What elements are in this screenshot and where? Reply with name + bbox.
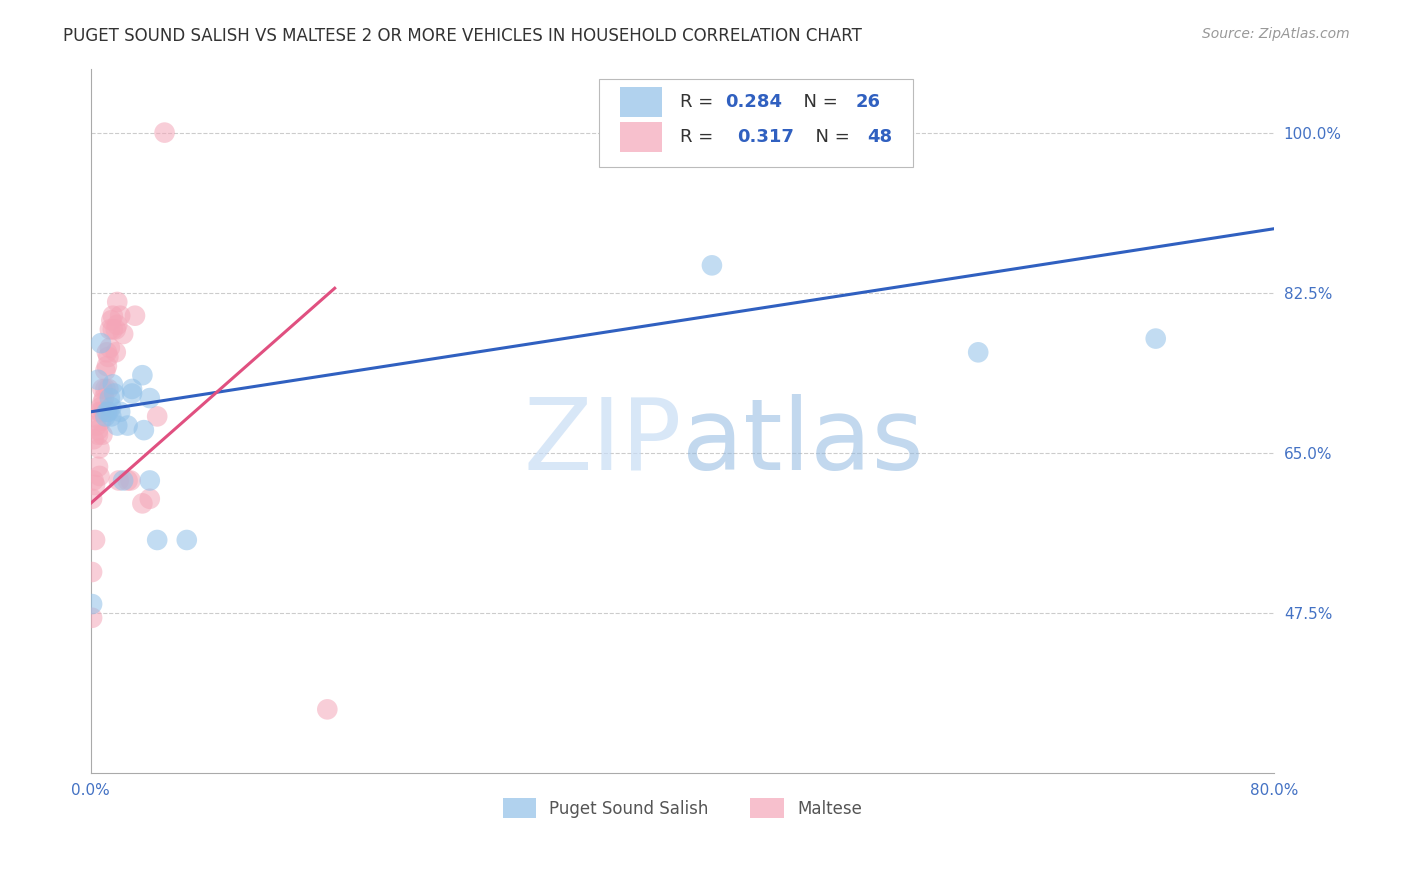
Point bbox=[96, 359, 118, 373]
Point bbox=[146, 533, 169, 547]
Point bbox=[89, 405, 111, 419]
Text: N =: N = bbox=[804, 128, 856, 145]
Point bbox=[90, 401, 112, 415]
Point bbox=[105, 318, 128, 332]
Point bbox=[93, 405, 115, 419]
Point bbox=[82, 597, 104, 611]
FancyBboxPatch shape bbox=[599, 79, 912, 167]
Point bbox=[139, 391, 162, 405]
Point bbox=[91, 427, 114, 442]
Point bbox=[101, 377, 124, 392]
Text: R =: R = bbox=[681, 93, 718, 111]
Point bbox=[104, 322, 127, 336]
Point bbox=[89, 469, 111, 483]
Legend: Puget Sound Salish, Maltese: Puget Sound Salish, Maltese bbox=[496, 791, 869, 825]
Point bbox=[90, 405, 112, 419]
Point bbox=[98, 341, 121, 355]
Point bbox=[86, 418, 108, 433]
Point bbox=[94, 409, 117, 424]
Point bbox=[153, 126, 176, 140]
Point bbox=[108, 309, 131, 323]
Point bbox=[139, 474, 162, 488]
Text: ZIP: ZIP bbox=[524, 393, 682, 491]
Point bbox=[87, 459, 110, 474]
Point bbox=[121, 382, 143, 396]
Point bbox=[97, 382, 120, 396]
Point bbox=[117, 474, 139, 488]
Text: 0.317: 0.317 bbox=[737, 128, 793, 145]
Point bbox=[84, 478, 107, 492]
Point bbox=[117, 418, 139, 433]
Point bbox=[105, 295, 128, 310]
Point bbox=[96, 405, 118, 419]
Point bbox=[83, 474, 105, 488]
Point bbox=[82, 565, 104, 579]
Point bbox=[101, 322, 124, 336]
Point bbox=[700, 258, 723, 272]
Point bbox=[83, 432, 105, 446]
Point bbox=[112, 474, 135, 488]
Point bbox=[84, 533, 107, 547]
Point bbox=[98, 391, 121, 405]
Point bbox=[87, 373, 110, 387]
Point bbox=[1144, 332, 1167, 346]
Point bbox=[93, 391, 115, 405]
Point bbox=[104, 345, 127, 359]
Point bbox=[146, 409, 169, 424]
Text: Source: ZipAtlas.com: Source: ZipAtlas.com bbox=[1202, 27, 1350, 41]
Point bbox=[131, 368, 153, 383]
Point bbox=[97, 350, 120, 364]
Point bbox=[100, 409, 122, 424]
Point bbox=[94, 382, 117, 396]
Point bbox=[967, 345, 990, 359]
Point bbox=[82, 611, 104, 625]
FancyBboxPatch shape bbox=[620, 122, 662, 152]
Point bbox=[94, 363, 117, 377]
Text: N =: N = bbox=[793, 93, 844, 111]
Text: 0.284: 0.284 bbox=[725, 93, 782, 111]
Point bbox=[98, 322, 121, 336]
Text: atlas: atlas bbox=[682, 393, 924, 491]
Point bbox=[97, 405, 120, 419]
Text: 48: 48 bbox=[868, 128, 891, 145]
Point bbox=[112, 326, 135, 341]
Point bbox=[100, 313, 122, 327]
Point bbox=[120, 474, 142, 488]
Point bbox=[90, 336, 112, 351]
Point bbox=[132, 423, 155, 437]
Point bbox=[176, 533, 198, 547]
Point bbox=[131, 496, 153, 510]
Point bbox=[100, 401, 122, 415]
Point bbox=[121, 386, 143, 401]
Point bbox=[103, 386, 125, 401]
Point bbox=[82, 491, 104, 506]
Point bbox=[91, 382, 114, 396]
Point bbox=[108, 405, 131, 419]
Point bbox=[139, 491, 162, 506]
Point bbox=[101, 309, 124, 323]
Point bbox=[107, 474, 129, 488]
Point bbox=[105, 418, 128, 433]
Point bbox=[316, 702, 339, 716]
Point bbox=[124, 309, 146, 323]
Point bbox=[87, 427, 110, 442]
Text: 26: 26 bbox=[855, 93, 880, 111]
Point bbox=[96, 345, 118, 359]
FancyBboxPatch shape bbox=[620, 87, 662, 117]
Point bbox=[91, 395, 114, 409]
Text: PUGET SOUND SALISH VS MALTESE 2 OR MORE VEHICLES IN HOUSEHOLD CORRELATION CHART: PUGET SOUND SALISH VS MALTESE 2 OR MORE … bbox=[63, 27, 862, 45]
Point bbox=[90, 414, 112, 428]
Point bbox=[87, 423, 110, 437]
Text: R =: R = bbox=[681, 128, 724, 145]
Point bbox=[89, 442, 111, 456]
